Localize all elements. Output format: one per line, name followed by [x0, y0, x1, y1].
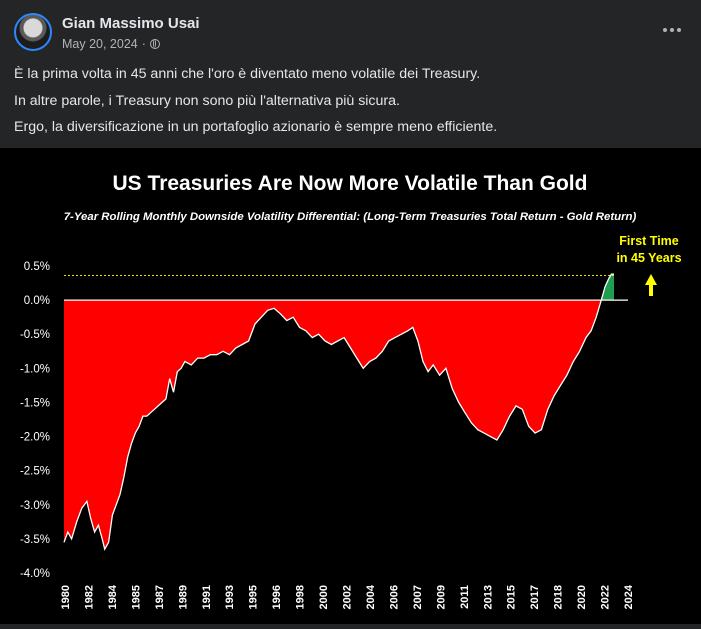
post-line-3: Ergo, la diversificazione in un portafog…	[14, 119, 498, 135]
x-tick-label: 2009	[435, 585, 447, 609]
post-meta: May 20, 2024 ·	[62, 37, 160, 51]
x-tick-label: 2022	[600, 585, 612, 609]
more-dot	[670, 28, 674, 32]
more-dot	[677, 28, 681, 32]
plot-area: 0.5% 0.0% -0.5% -1.0% -1.5% -2.0% -2.5% -3.0% -3…	[20, 261, 635, 609]
more-options-button[interactable]	[657, 18, 687, 42]
up-arrow-icon	[645, 274, 657, 296]
y-tick-label: -2.5%	[20, 466, 50, 478]
author-name[interactable]: Gian Massimo Usai	[62, 15, 200, 32]
x-tick-label: 2020	[576, 585, 588, 609]
annotation-line-2: in 45 Years	[616, 251, 681, 265]
x-tick-label: 2006	[388, 585, 400, 609]
x-tick-label: 1995	[248, 585, 260, 609]
x-tick-label: 2002	[342, 585, 354, 609]
post-line-1: È la prima volta in 45 anni che l'oro è …	[14, 66, 481, 82]
y-tick-label: -1.5%	[20, 397, 50, 409]
post-line-2: In altre parole, i Treasury non sono più…	[14, 92, 400, 109]
post-date[interactable]: May 20, 2024	[62, 37, 138, 51]
y-tick-label: 0.0%	[24, 295, 50, 307]
y-tick-label: -1.0%	[20, 363, 50, 375]
y-tick-label: -2.0%	[20, 432, 50, 444]
y-tick-label: -3.5%	[20, 534, 50, 546]
chart-image[interactable]: US Treasuries Are Now More Volatile Than…	[0, 148, 701, 624]
avatar[interactable]	[14, 13, 52, 51]
x-tick-label: 2013	[482, 585, 494, 609]
chart-title: US Treasuries Are Now More Volatile Than…	[113, 172, 588, 195]
x-tick-label: 2011	[459, 585, 471, 609]
series-line	[63, 273, 614, 551]
globe-icon	[149, 39, 160, 49]
x-tick-label: 2004	[365, 584, 377, 609]
meta-separator: ·	[141, 37, 146, 51]
x-tick-label: 1987	[154, 585, 166, 609]
x-tick-label: 1984	[107, 584, 119, 609]
post-header: Gian Massimo Usai May 20, 2024 ·	[0, 0, 701, 60]
x-tick-label: 2017	[529, 585, 541, 609]
y-tick-label: -0.5%	[20, 329, 50, 341]
y-tick-label: -4.0%	[20, 568, 50, 580]
x-tick-label: 1991	[201, 585, 213, 609]
chart-subtitle: 7-Year Rolling Monthly Downside Volatili…	[64, 211, 637, 223]
post-text: È la prima volta in 45 anni che l'oro è …	[14, 66, 684, 146]
x-tick-label: 2007	[412, 585, 424, 609]
positive-area	[601, 274, 614, 301]
x-tick-label: 2000	[318, 585, 330, 609]
x-tick-label: 2015	[506, 585, 518, 609]
x-tick-label: 1982	[84, 585, 96, 609]
y-tick-label: 0.5%	[24, 261, 50, 273]
x-tick-label: 1998	[295, 585, 307, 609]
more-options-icon	[663, 28, 667, 32]
x-tick-label: 2024	[623, 584, 635, 609]
x-tick-label: 1985	[130, 585, 142, 609]
y-tick-label: -3.0%	[20, 500, 50, 512]
x-tick-label: 1993	[224, 585, 236, 609]
x-tick-label: 1980	[60, 585, 72, 609]
volatility-chart: US Treasuries Are Now More Volatile Than…	[20, 172, 682, 609]
x-tick-label: 2018	[553, 585, 565, 609]
x-tick-label: 1989	[177, 585, 189, 609]
x-tick-label: 1996	[271, 585, 283, 609]
annotation-line-1: First Time	[619, 234, 679, 248]
negative-area	[64, 300, 602, 550]
